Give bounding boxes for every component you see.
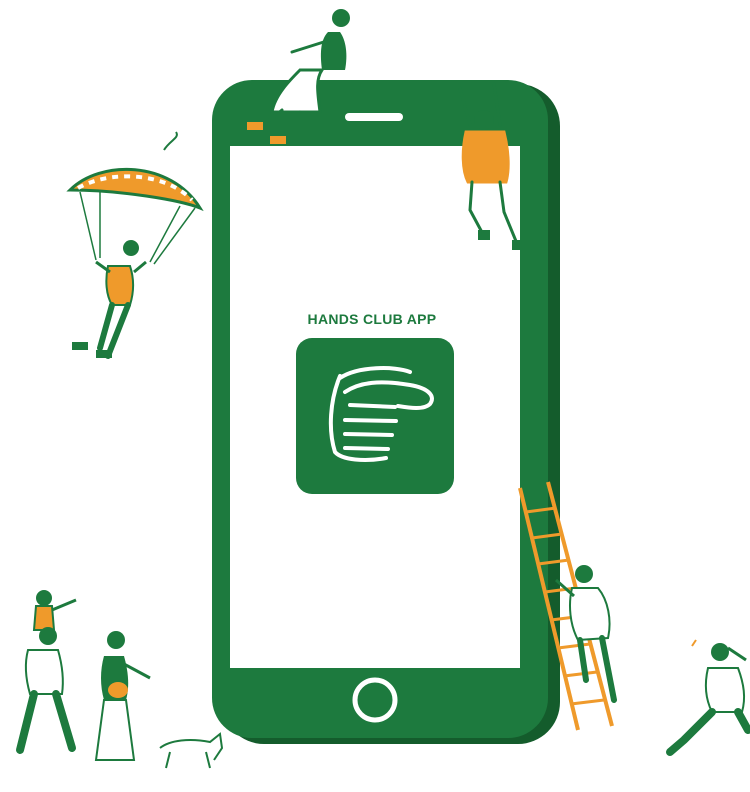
person-hanging-on-phone: [458, 82, 524, 250]
app-icon[interactable]: [296, 338, 454, 494]
app-title: HANDS CLUB APP: [307, 311, 437, 327]
person-running: [666, 639, 750, 756]
person-climbing-ladder: [555, 565, 617, 703]
phone-speaker: [345, 113, 403, 121]
phone-camera: [347, 113, 355, 121]
pointing-hand-icon: [328, 366, 434, 462]
home-button[interactable]: [352, 677, 398, 723]
family-walking: [16, 590, 224, 769]
paraglider: [66, 131, 204, 359]
smartphone: [212, 80, 560, 744]
person-sitting-on-phone: [247, 9, 350, 144]
